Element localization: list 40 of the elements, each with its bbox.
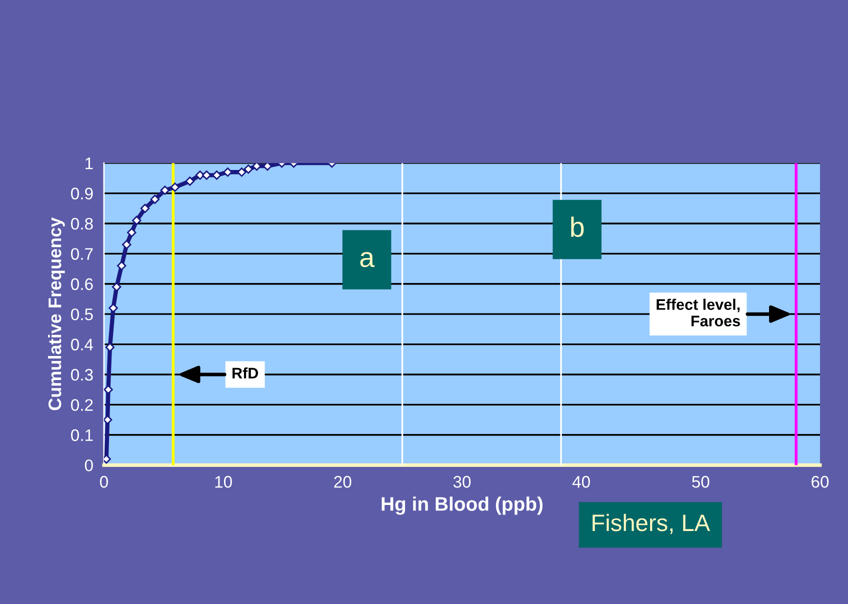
- point: [160, 186, 170, 195]
- ref-line-label: RfD: [232, 367, 258, 378]
- y-tick-label: 0.3: [71, 368, 93, 381]
- y-tick-label: 0.9: [71, 188, 93, 200]
- x-axis-title: Hg in Blood (ppb): [382, 496, 543, 515]
- point: [244, 164, 253, 174]
- y-tick-label: 1: [86, 158, 93, 170]
- y-axis-title: Cumulative Frequency: [48, 217, 65, 410]
- text: Fishers, LA: [592, 514, 710, 534]
- y-tick-label: 0.6: [71, 278, 93, 290]
- x-tick-label: 10: [215, 476, 232, 488]
- y-tick-label: 0.4: [71, 338, 94, 350]
- point: [105, 342, 115, 352]
- point: [185, 176, 195, 186]
- ref-line-label: Effect level, Faroes: [656, 298, 740, 326]
- point: [108, 303, 118, 313]
- x-tick-label: 60: [812, 476, 829, 488]
- ref-line-label: a: [360, 252, 375, 268]
- y-tick-label: 0.7: [71, 248, 93, 260]
- point: [117, 261, 126, 270]
- y-tick-label: 0.1: [71, 429, 93, 442]
- point: [195, 170, 205, 180]
- point: [132, 216, 142, 226]
- x-tick-label: 40: [572, 476, 590, 488]
- point: [170, 182, 180, 192]
- y-tick-label: 0.5: [71, 308, 93, 320]
- point: [112, 282, 122, 292]
- point: [122, 240, 132, 250]
- point: [150, 194, 160, 204]
- ref-line-label: b: [571, 216, 584, 237]
- x-tick-label: 20: [334, 476, 352, 488]
- x-tick-label: 50: [692, 476, 710, 488]
- x-tick-label: 30: [453, 476, 471, 488]
- y-tick-label: 0.2: [71, 399, 93, 411]
- y-tick-label: 0: [84, 459, 93, 472]
- x-tick-label: 0: [100, 476, 108, 488]
- point: [127, 228, 136, 238]
- point: [202, 170, 212, 180]
- point: [140, 204, 150, 214]
- y-tick-label: 0.8: [71, 218, 93, 230]
